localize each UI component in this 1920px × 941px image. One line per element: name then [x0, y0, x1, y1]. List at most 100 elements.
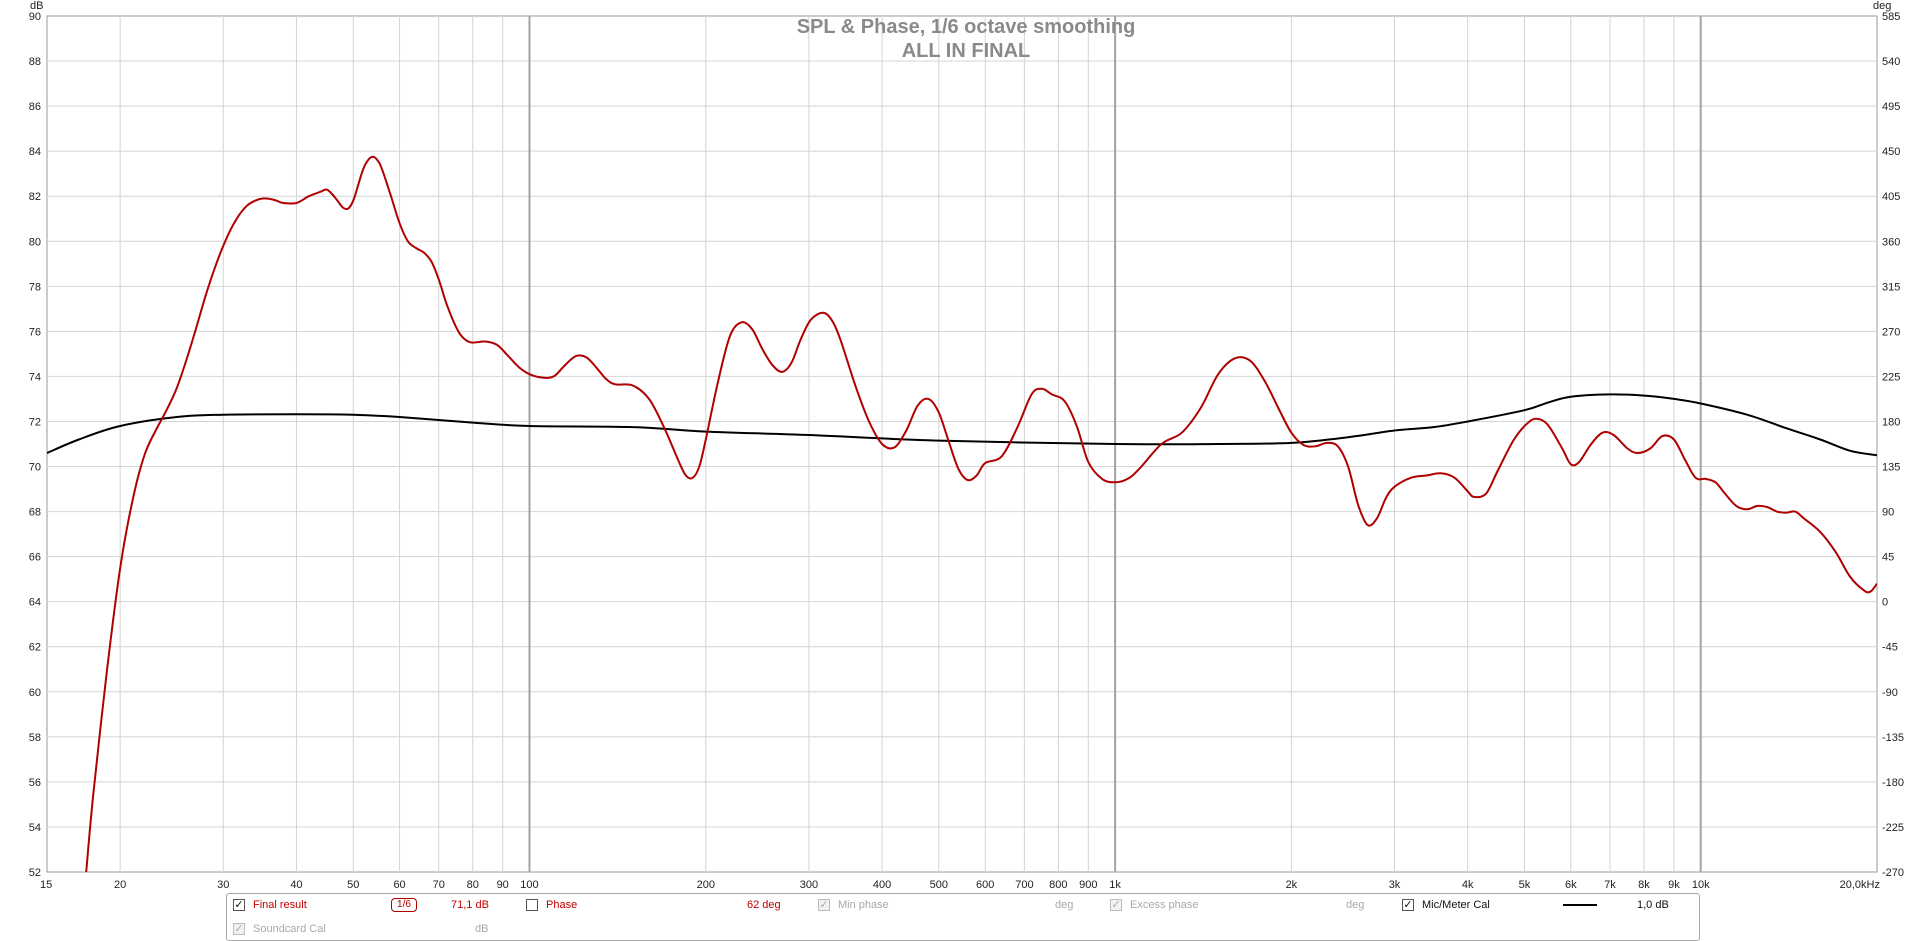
excess-phase-checkbox[interactable]: ✓	[1110, 899, 1122, 911]
y-tick-label: 84	[29, 146, 41, 158]
y-tick-label: 68	[29, 507, 41, 519]
y2-tick-label: -45	[1882, 642, 1898, 654]
y-tick-label: 64	[29, 597, 41, 609]
final-result-checkbox[interactable]: ✓	[233, 899, 245, 911]
soundcard-cal-checkbox[interactable]: ✓	[233, 923, 245, 935]
x-tick-label: 700	[1015, 879, 1033, 890]
y-tick-label: 76	[29, 326, 41, 338]
x-tick-label: 300	[800, 879, 818, 890]
y2-tick-label: -135	[1882, 732, 1904, 744]
y2-tick-label: 495	[1882, 101, 1900, 113]
y2-axis-unit: deg	[1873, 0, 1891, 12]
y-tick-label: 72	[29, 416, 41, 428]
x-gridlines	[119, 16, 1702, 872]
x-tick-label: 600	[976, 879, 994, 890]
y-tick-label: 58	[29, 732, 41, 744]
soundcard-cal-value: dB	[475, 923, 489, 935]
smoothing-badge[interactable]: 1/6	[391, 898, 417, 912]
x-tick-label: 50	[347, 879, 359, 890]
y-gridlines	[47, 60, 1877, 828]
x-tick-label: 500	[930, 879, 948, 890]
mic-meter-cal-line	[47, 393, 1877, 457]
x-tick-label: 10k	[1692, 879, 1710, 890]
y-tick-label: 82	[29, 191, 41, 203]
series-lines	[47, 155, 1877, 872]
mic-meter-cal-value: 1,0 dB	[1637, 899, 1669, 911]
y2-tick-label: 315	[1882, 281, 1900, 293]
y2-tick-label: -180	[1882, 777, 1904, 789]
y-tick-label: 54	[29, 822, 41, 834]
y-tick-label: 78	[29, 281, 41, 293]
x-tick-label: 20,0kHz	[1840, 879, 1880, 890]
x-tick-label: 100	[520, 879, 538, 890]
x-tick-label: 60	[393, 879, 405, 890]
y-tick-label: 56	[29, 777, 41, 789]
y-tick-label: 74	[29, 371, 41, 383]
y-tick-label: 66	[29, 552, 41, 564]
chart-title: SPL & Phase, 1/6 octave smoothing	[797, 16, 1136, 38]
y2-tick-label: 180	[1882, 416, 1900, 428]
x-axis-labels: 15 20 30 40 50 60 70 80 90 100 200 300 400 500 600 700 8…	[40, 879, 1880, 890]
y2-tick-label: 585	[1882, 11, 1900, 23]
y2-tick-label: 270	[1882, 326, 1900, 338]
y2-tick-label: 225	[1882, 371, 1900, 383]
min-phase-value: deg	[1055, 899, 1074, 911]
min-phase-checkbox[interactable]: ✓	[818, 899, 830, 911]
y-tick-label: 86	[29, 101, 41, 113]
x-tick-label: 15	[40, 879, 52, 890]
y2-tick-label: 360	[1882, 236, 1900, 248]
x-tick-label: 30	[217, 879, 229, 890]
x-tick-label: 40	[290, 879, 302, 890]
x-tick-label: 900	[1079, 879, 1097, 890]
y2-tick-label: 90	[1882, 507, 1894, 519]
y2-tick-label: 0	[1882, 597, 1888, 609]
y-tick-label: 60	[29, 687, 41, 699]
min-phase-label[interactable]: Min phase	[838, 899, 889, 911]
legend-panel: ✓ Final result 1/6 71,1 dB Phase 62 deg …	[226, 893, 1700, 941]
mic-meter-cal-checkbox[interactable]: ✓	[1402, 899, 1414, 911]
y-tick-label: 70	[29, 462, 41, 474]
x-tick-label: 5k	[1519, 879, 1531, 890]
mic-meter-cal-label[interactable]: Mic/Meter Cal	[1422, 899, 1490, 911]
y2-tick-label: -270	[1882, 867, 1904, 879]
mic-meter-cal-line-swatch	[1563, 904, 1597, 906]
phase-checkbox[interactable]	[526, 899, 538, 911]
y2-tick-label: 540	[1882, 56, 1900, 68]
x-tick-label: 20	[114, 879, 126, 890]
phase-label[interactable]: Phase	[546, 899, 578, 911]
y-tick-label: 90	[29, 11, 41, 23]
excess-phase-value: deg	[1346, 899, 1365, 911]
x-tick-label: 4k	[1462, 879, 1474, 890]
y2-tick-label: 405	[1882, 191, 1900, 203]
y-axis-unit: dB	[30, 0, 43, 12]
y-tick-label: 52	[29, 867, 41, 879]
x-tick-label: 400	[873, 879, 891, 890]
y-tick-label: 80	[29, 236, 41, 248]
x-tick-label: 80	[467, 879, 479, 890]
soundcard-cal-label[interactable]: Soundcard Cal	[253, 923, 326, 935]
x-tick-label: 1k	[1109, 879, 1121, 890]
x-tick-label: 200	[697, 879, 715, 890]
x-tick-label: 8k	[1638, 879, 1650, 890]
plot-area[interactable]	[46, 15, 1878, 873]
x-tick-label: 70	[433, 879, 445, 890]
excess-phase-label[interactable]: Excess phase	[1130, 899, 1199, 911]
y2-tick-label: 135	[1882, 462, 1900, 474]
y2-tick-label: 45	[1882, 552, 1894, 564]
x-tick-label: 3k	[1389, 879, 1401, 890]
y2-tick-label: 450	[1882, 146, 1900, 158]
spl-phase-chart: 90 88 86 84 82 80 78 76 74 72 70 68 66 64 62 60 58 56 54 52…	[29, 0, 1904, 890]
y2-tick-label: -225	[1882, 822, 1904, 834]
x-tick-label: 6k	[1565, 879, 1577, 890]
x-tick-label: 9k	[1668, 879, 1680, 890]
y2-axis-labels: 58554049545040536031527022518013590450-4…	[1882, 11, 1904, 879]
y-tick-label: 88	[29, 56, 41, 68]
y-axis-labels: 90 88 86 84 82 80 78 76 74 72 70 68 66 64 62 60 58 56 54 52	[29, 11, 41, 879]
final-result-value: 71,1 dB	[451, 899, 489, 911]
final-result-label[interactable]: Final result	[253, 899, 307, 911]
x-tick-label: 90	[497, 879, 509, 890]
x-tick-label: 2k	[1286, 879, 1298, 890]
y-tick-label: 62	[29, 642, 41, 654]
x-tick-label: 7k	[1604, 879, 1616, 890]
chart-subtitle: ALL IN FINAL	[902, 40, 1031, 62]
